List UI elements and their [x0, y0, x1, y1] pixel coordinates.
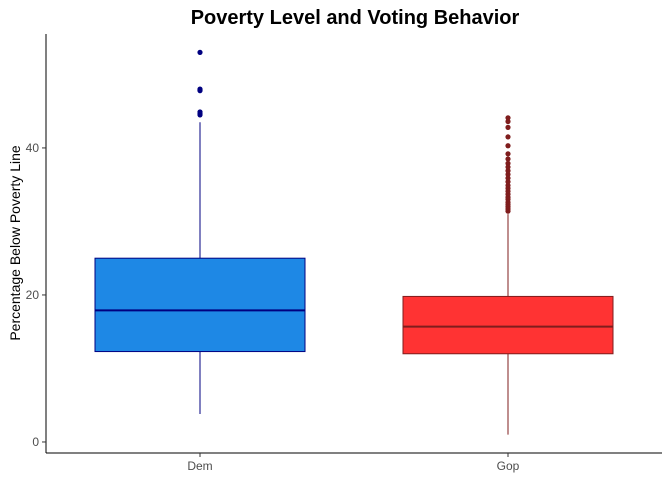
gop-box: [402, 295, 614, 355]
gop-outlier-point: [505, 156, 511, 162]
dem-outlier-point: [197, 86, 203, 92]
gop-outlier-point: [505, 179, 511, 185]
gop-outlier-point: [505, 182, 511, 189]
gop-outlier-point: [505, 151, 511, 157]
y-axis-label: Percentage Below Poverty Line: [7, 145, 23, 341]
gop-outlier-point: [505, 175, 511, 181]
x-tick-label: Dem: [187, 459, 212, 473]
gop-outlier-point: [505, 124, 511, 130]
gop-outlier-point: [505, 160, 511, 166]
gop-outlier-point: [505, 118, 511, 125]
dem-outlier-point: [197, 49, 203, 55]
gop-outlier-point: [505, 143, 511, 149]
y-tick-label: 40: [26, 141, 40, 155]
gop-outlier-point: [505, 164, 511, 170]
y-tick-label: 0: [32, 435, 39, 449]
plot-area: 0 20 40 Dem Gop: [26, 34, 662, 473]
gop-outlier-point: [505, 168, 511, 174]
chart-title: Poverty Level and Voting Behavior: [191, 7, 520, 29]
x-tick-label: Gop: [497, 459, 520, 473]
gop-outlier-point: [505, 115, 511, 121]
gop-outlier-point: [505, 134, 511, 140]
y-tick-label: 20: [26, 288, 40, 302]
dem-box: [94, 257, 306, 353]
gop-outlier-point: [505, 171, 511, 178]
dem-outlier-point: [197, 109, 203, 115]
